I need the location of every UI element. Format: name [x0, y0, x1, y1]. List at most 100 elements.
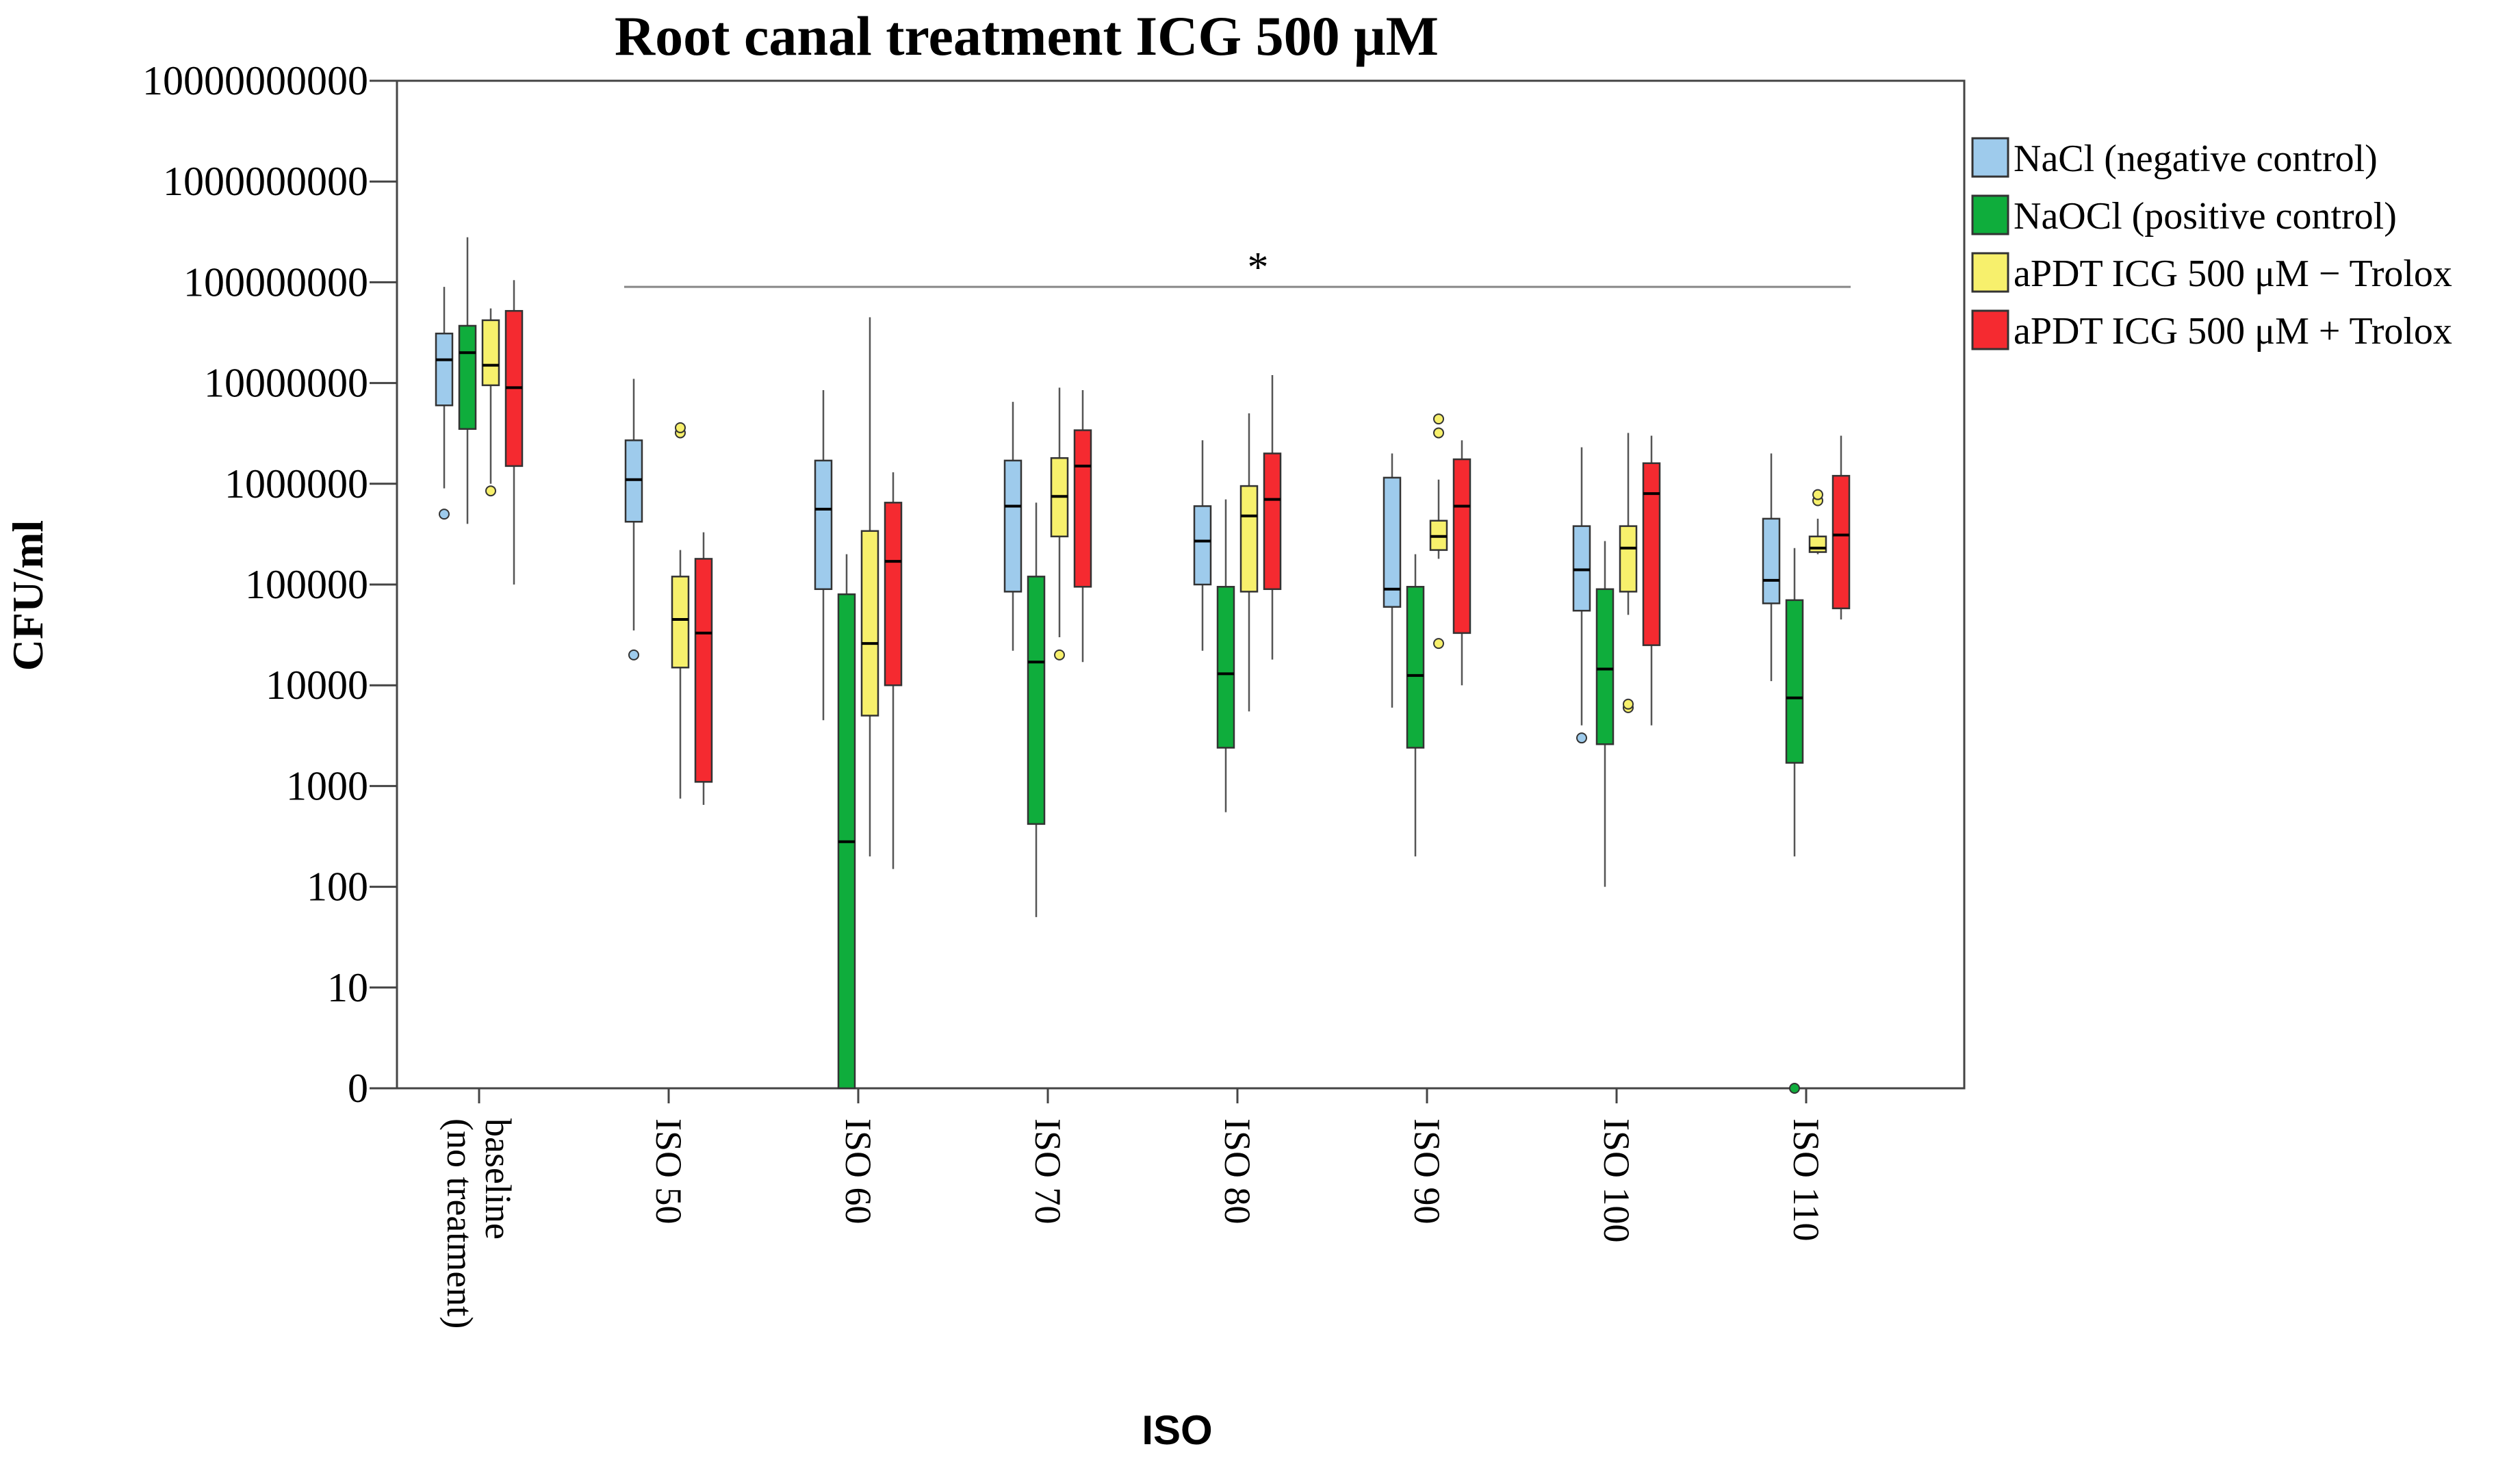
box-body: [1808, 535, 1827, 553]
x-tick-label: ISO 60: [838, 1118, 879, 1224]
box-3-0: [504, 280, 524, 585]
x-tick-label-line: ISO 110: [1786, 1118, 1827, 1242]
x-tick-label-line: ISO 100: [1596, 1118, 1637, 1243]
box-3-2: [884, 472, 903, 869]
box-body: [1406, 586, 1425, 749]
x-tick-label-line: ISO 90: [1406, 1118, 1448, 1224]
box-body: [1216, 586, 1235, 749]
box-0-7: [1762, 453, 1781, 682]
box-body: [860, 530, 879, 717]
outlier-point: [1576, 732, 1587, 744]
legend-label: NaCl (negative control): [2014, 138, 2378, 180]
box-2-2: [860, 317, 879, 857]
outlier-point: [1433, 638, 1444, 650]
x-tick-label: ISO 100: [1596, 1118, 1637, 1243]
box-1-3: [1027, 502, 1046, 917]
box-1-7: [1785, 548, 1804, 1094]
legend-swatch: [1971, 137, 2009, 178]
y-tick-label: 10000000000: [142, 58, 368, 103]
plot-area: 0 10 100 1000 10000 100000 1000000 10000000 1000…: [142, 58, 1966, 1329]
outlier-point: [1812, 489, 1823, 500]
y-tick-label: 10: [327, 965, 368, 1010]
box-body: [1785, 599, 1804, 764]
box-body: [1619, 525, 1638, 593]
legend: NaCl (negative control) NaOCl (positive c…: [1971, 137, 2452, 352]
box-1-4: [1216, 499, 1235, 812]
box-body: [1452, 458, 1471, 634]
box-body: [884, 502, 903, 687]
legend-swatch: [1971, 252, 2009, 293]
legend-entry: aPDT ICG 500 μM − Trolox: [1971, 252, 2452, 295]
box-0-3: [1003, 402, 1023, 651]
x-tick-label-line: ISO 50: [648, 1118, 689, 1224]
box-body: [481, 319, 500, 387]
box-3-7: [1831, 435, 1851, 620]
y-tick-label: 1000000: [224, 461, 368, 506]
box-body: [1642, 462, 1661, 646]
box-body: [1762, 517, 1781, 604]
x-tick-label-line: ISO 60: [838, 1118, 879, 1224]
y-tick-label: 100: [307, 864, 368, 910]
significance-label: *: [1248, 244, 1269, 291]
y-tick-label: 1000000000: [163, 159, 368, 204]
legend-swatch: [1971, 309, 2009, 350]
box-3-4: [1263, 374, 1282, 660]
box-body: [1831, 474, 1851, 610]
box-body: [1027, 576, 1046, 825]
chart-title: Root canal treatment ICG 500 μM: [615, 5, 1439, 67]
x-tick-label: ISO 110: [1786, 1118, 1827, 1242]
y-tick-label: 0: [348, 1066, 368, 1111]
box-2-6: [1619, 433, 1638, 713]
legend-entry: aPDT ICG 500 μM + Trolox: [1971, 309, 2452, 352]
x-tick-label-line: ISO 70: [1027, 1118, 1068, 1224]
outlier-point: [1054, 649, 1065, 661]
x-tick-label-line: ISO 80: [1217, 1118, 1258, 1224]
box-3-3: [1073, 389, 1092, 663]
x-axis-label: ISO: [1142, 1407, 1212, 1453]
outlier-point: [485, 485, 496, 497]
box-body: [1193, 505, 1212, 586]
legend-swatch: [1971, 194, 2009, 235]
box-0-6: [1572, 447, 1591, 744]
box-body: [1073, 429, 1092, 588]
box-body: [1263, 452, 1282, 590]
legend-entry: NaCl (negative control): [1971, 137, 2378, 180]
box-body: [1003, 459, 1023, 593]
box-2-4: [1239, 413, 1259, 712]
box-body: [1383, 476, 1402, 608]
box-1-6: [1595, 541, 1615, 887]
box-3-6: [1642, 435, 1661, 726]
box-0-5: [1383, 453, 1402, 708]
x-tick-label-line: baseline: [478, 1118, 519, 1240]
box-body: [458, 324, 477, 430]
box-body: [694, 558, 713, 783]
legend-entry: NaOCl (positive control): [1971, 194, 2397, 238]
box-1-5: [1406, 554, 1425, 857]
outlier-point: [1623, 698, 1634, 710]
y-tick-label: 10000: [266, 663, 368, 708]
box-0-0: [435, 287, 454, 520]
box-1-2: [837, 554, 856, 1090]
box-0-4: [1193, 440, 1212, 651]
box-body: [1595, 588, 1615, 745]
legend-label: aPDT ICG 500 μM − Trolox: [2014, 253, 2452, 295]
y-tick-label: 10000000: [204, 361, 368, 406]
box-2-5: [1429, 413, 1448, 650]
outlier-point: [1433, 413, 1444, 425]
box-1-0: [458, 237, 477, 524]
legend-label: aPDT ICG 500 μM + Trolox: [2014, 310, 2452, 352]
box-3-5: [1452, 440, 1471, 686]
y-tick-label: 100000: [245, 562, 368, 607]
box-body: [1572, 525, 1591, 612]
box-0-1: [624, 379, 643, 661]
box-body: [814, 459, 833, 590]
outlier-point: [628, 649, 639, 661]
legend-label: NaOCl (positive control): [2014, 195, 2397, 238]
box-3-1: [694, 532, 713, 805]
box-body: [1239, 485, 1259, 593]
x-tick-label: ISO 50: [648, 1118, 689, 1224]
box-body: [624, 439, 643, 523]
box-2-3: [1050, 387, 1069, 661]
outlier-point: [1789, 1083, 1800, 1094]
